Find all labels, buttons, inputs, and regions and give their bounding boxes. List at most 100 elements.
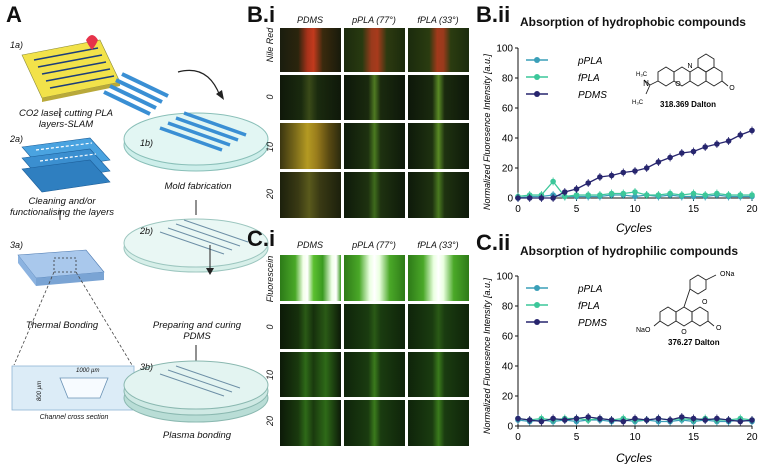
data-point — [585, 192, 591, 198]
data-point — [749, 127, 755, 134]
bi-col-fpla: fPLA (33°) — [417, 15, 459, 25]
step-2a-number: 2a) — [10, 134, 24, 144]
bi-row-10: 10 — [265, 142, 275, 153]
chart-title-hydrophilic: Absorption of hydrophilic compounds — [520, 244, 738, 258]
x-tick-label: 10 — [629, 204, 641, 215]
legend-marker — [534, 57, 540, 63]
chart-hydrophobic: Normalized Fluoresence Intensity [a.u.] … — [482, 44, 758, 236]
step-2b-number: 2b) — [140, 226, 154, 236]
x-tick-label: 5 — [574, 204, 580, 215]
micrograph-tile — [344, 28, 405, 72]
laser-pin-icon — [86, 35, 98, 50]
data-point — [608, 190, 615, 197]
ci-row-10: 10 — [265, 370, 275, 381]
micrograph-tile — [408, 28, 469, 72]
data-point — [632, 168, 638, 174]
micrograph-tile — [408, 255, 469, 301]
data-point — [515, 415, 521, 422]
nile-red-n-label: N — [643, 79, 649, 88]
micrograph-tile — [280, 352, 341, 397]
micrograph-tile — [344, 123, 405, 169]
data-point — [573, 186, 580, 192]
petri-dish-pdms — [123, 218, 269, 273]
data-point — [690, 148, 697, 155]
step-3b-caption: Plasma bonding — [162, 430, 232, 441]
x-tick-label: 20 — [746, 204, 758, 215]
micrograph-tile — [344, 75, 405, 120]
ci-row-20: 20 — [265, 416, 275, 427]
fluorescein-carboxylate-label: ONa — [720, 271, 735, 278]
data-point — [573, 192, 580, 198]
step-3a-caption: Thermal Bonding — [25, 320, 99, 331]
data-point — [620, 418, 627, 425]
molecule-mass-label: 318.369 Dalton — [660, 100, 716, 109]
step-3b-number: 3b) — [140, 362, 154, 372]
ci-col-ppla: pPLA (77°) — [352, 240, 396, 250]
micrograph-tile — [408, 352, 469, 397]
legend-label: fPLA — [578, 301, 600, 312]
laser-cut-sheet — [21, 35, 121, 102]
fluorescein-ona-label: NaO — [636, 327, 651, 334]
stacked-layers — [21, 137, 111, 193]
data-point — [702, 192, 708, 198]
molecule-mass-label: 376.27 Dalton — [668, 338, 720, 347]
micrograph-tile — [408, 400, 469, 446]
micrograph-tile — [280, 123, 341, 169]
fluorescein-ring-o-label: O — [681, 329, 687, 336]
nile-red-o-label: O — [675, 81, 681, 88]
fluorescein-ketone-label: O — [716, 325, 722, 332]
y-tick-label: 0 — [507, 194, 513, 205]
step-1a-caption: CO2 laser cutting PLA layers-SLAM — [19, 108, 113, 130]
data-point — [702, 144, 708, 150]
y-tick-label: 40 — [502, 362, 514, 373]
ci-col-fpla: fPLA (33°) — [417, 240, 459, 250]
panel-letter-bi: B.i — [247, 2, 276, 27]
legend-label: PDMS — [578, 318, 607, 329]
data-point — [526, 417, 533, 423]
cross-section-caption: Channel cross section — [39, 414, 109, 421]
legend-label: fPLA — [578, 73, 600, 84]
micrograph-tile — [344, 172, 405, 218]
channel-cross-section — [11, 365, 135, 411]
nile-red-n2-label: N — [687, 63, 692, 70]
micrograph-tile — [408, 123, 469, 169]
data-point — [749, 192, 755, 198]
data-point — [550, 178, 556, 185]
data-point — [538, 418, 545, 425]
bi-row-nile-red: Nile Red — [265, 27, 275, 63]
data-point — [655, 159, 662, 165]
data-point — [737, 192, 744, 198]
data-point — [585, 414, 591, 420]
data-point — [702, 417, 708, 423]
micrograph-tile — [280, 400, 341, 446]
data-point — [679, 150, 685, 156]
panel-letter-cii: C.ii — [476, 230, 511, 255]
data-point — [526, 195, 533, 201]
legend-label: pPLA — [577, 56, 603, 67]
ci-row-0: 0 — [265, 324, 275, 330]
micrograph-tile — [280, 255, 341, 301]
x-tick-label: 5 — [574, 432, 580, 443]
data-point — [667, 417, 673, 423]
y-tick-label: 20 — [502, 392, 514, 403]
y-tick-label: 0 — [507, 422, 513, 433]
x-axis-label: Cycles — [616, 451, 652, 464]
data-point — [667, 190, 673, 197]
data-point — [725, 192, 732, 198]
data-point — [737, 132, 744, 138]
micrograph-tile — [280, 75, 341, 120]
channel-depth-label: 800 µm — [37, 380, 44, 402]
data-point — [562, 417, 568, 423]
y-tick-label: 80 — [502, 302, 514, 313]
data-point — [749, 417, 755, 423]
y-axis-label: Normalized Fluoresence Intensity [a.u.] — [482, 277, 492, 434]
x-tick-label: 10 — [629, 432, 641, 443]
y-tick-label: 80 — [502, 74, 514, 85]
fabrication-diagram — [11, 35, 269, 423]
step-2a-caption: Cleaning and/or functionalising the laye… — [9, 196, 115, 218]
ci-row-fluorescein: Fluorescein — [265, 255, 275, 303]
legend-marker — [534, 285, 540, 291]
y-tick-label: 20 — [502, 164, 514, 175]
data-point — [562, 189, 568, 195]
nile-red-ethyl-1: H₃C — [636, 72, 648, 78]
